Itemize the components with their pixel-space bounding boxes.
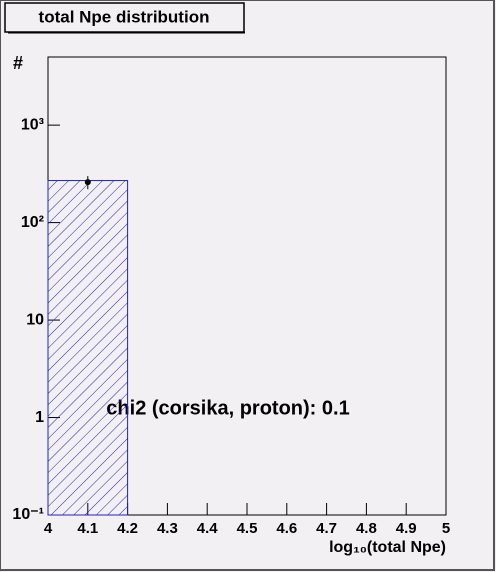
chart-title: total Npe distribution: [39, 7, 210, 26]
y-tick-label: 10: [26, 311, 44, 328]
y-tick-label: 10⁻¹: [12, 506, 44, 523]
x-tick-label: 4: [44, 520, 53, 537]
y-tick-label: 1: [35, 409, 44, 426]
x-tick-label: 4.6: [276, 520, 297, 537]
x-tick-label: 4.9: [396, 520, 417, 537]
histogram-bar: [47, 180, 129, 516]
x-tick-label: 4.3: [157, 520, 178, 537]
x-tick-label: 4.4: [197, 520, 219, 537]
x-tick-label: 5: [442, 520, 450, 537]
x-axis-label: log₁₀(total Npe): [329, 539, 446, 556]
x-tick-label: 4.7: [316, 520, 337, 537]
data-point: [84, 179, 91, 186]
title-box: [4, 2, 245, 33]
annotation: chi2 (corsika, proton): 0.1: [106, 397, 349, 419]
x-tick-label: 4.8: [356, 520, 377, 537]
x-tick-label: 4.5: [237, 520, 258, 537]
x-tick-label: 4.2: [117, 520, 138, 537]
y-tick-label: 10³: [21, 116, 44, 133]
y-tick-label: 10²: [21, 214, 44, 231]
x-tick-label: 4.1: [77, 520, 98, 537]
y-axis-label: #: [13, 53, 23, 73]
